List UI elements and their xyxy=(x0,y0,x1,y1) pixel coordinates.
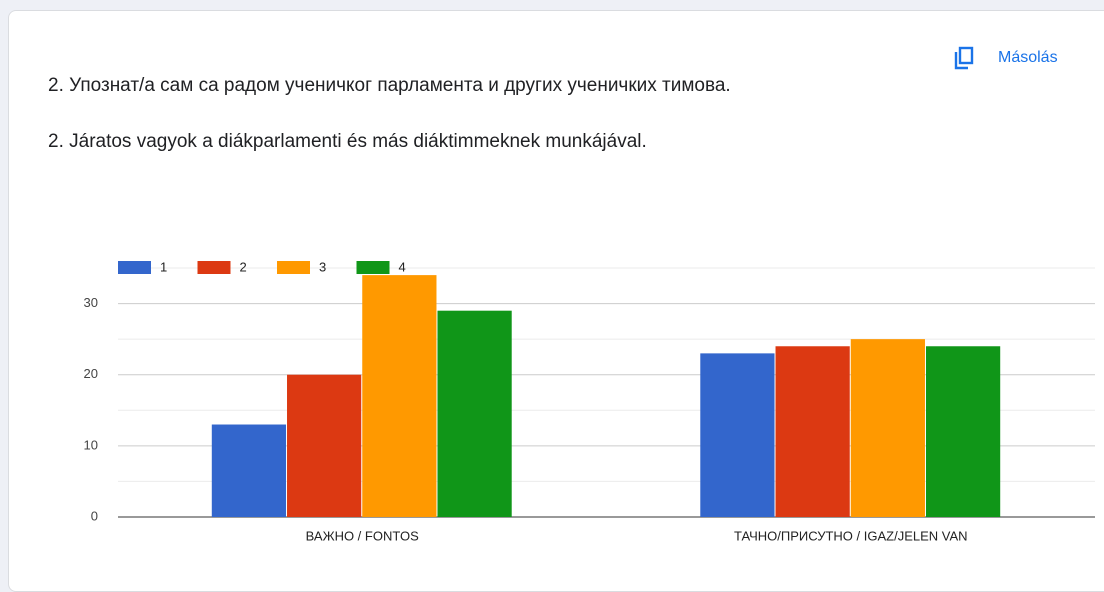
chart: Másolás 2. Упознат/а сам са радом ученич… xyxy=(48,46,1095,543)
bar xyxy=(437,310,512,517)
legend-swatch xyxy=(118,261,151,274)
bar xyxy=(700,353,775,517)
y-tick-label: 30 xyxy=(84,295,98,310)
copy-icon xyxy=(954,52,968,70)
bar xyxy=(211,424,287,517)
bar xyxy=(287,374,362,517)
legend-swatch xyxy=(277,261,310,274)
bar xyxy=(850,339,925,517)
legend-swatch xyxy=(356,261,390,274)
bar xyxy=(362,275,437,517)
legend-label: 2 xyxy=(240,259,247,274)
legend-label: 4 xyxy=(399,259,406,274)
question: 2. Járatos vagyok a diákparlamenti és má… xyxy=(48,131,647,152)
button-label[interactable]: Másolás xyxy=(998,49,1058,66)
copy-button[interactable]: Másolás xyxy=(954,46,1058,70)
y-tick-label: 0 xyxy=(91,508,98,523)
legend-label: 3 xyxy=(319,259,326,274)
question: 2. Упознат/а сам са радом ученичког парл… xyxy=(48,75,731,96)
x-tick-label: ВАЖНО / FONTOS xyxy=(306,528,420,543)
bar xyxy=(925,346,1001,517)
y-tick-label: 20 xyxy=(84,366,98,381)
bar xyxy=(775,346,850,517)
y-tick-label: 10 xyxy=(84,437,98,452)
x-tick-label: ТАЧНО/ПРИСУТНО / IGAZ/JELEN VAN xyxy=(734,528,968,543)
legend-swatch xyxy=(197,261,231,274)
legend-label: 1 xyxy=(160,259,167,274)
copy-icon xyxy=(958,46,974,65)
